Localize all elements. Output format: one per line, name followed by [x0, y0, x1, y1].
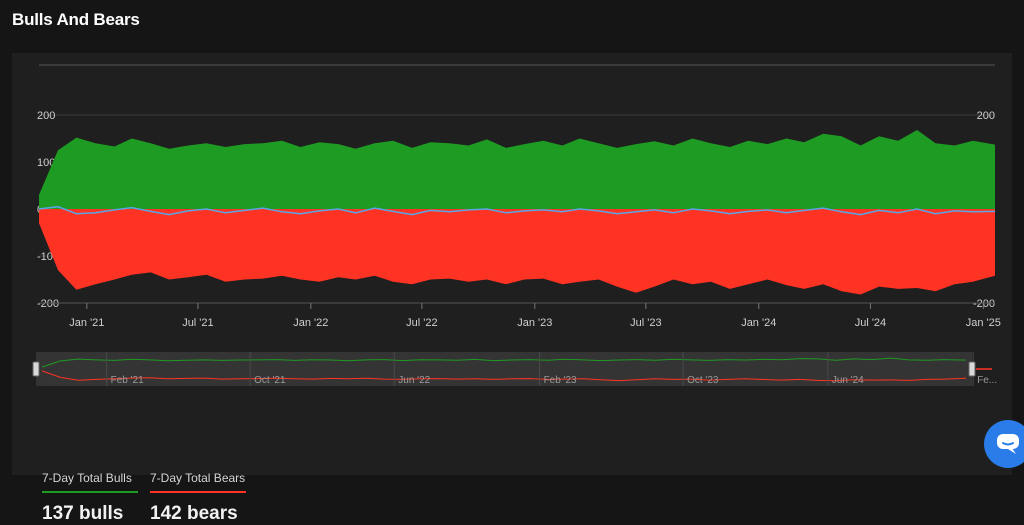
- x-tick-label: Jan '23: [517, 317, 552, 329]
- bears-stat: 7-Day Total Bears 142 bears: [150, 469, 246, 525]
- x-tick-label: Jul '21: [182, 317, 213, 329]
- bulls-stat: 7-Day Total Bulls 137 bulls: [42, 469, 138, 525]
- bulls-stat-value: 137 bulls: [42, 503, 124, 524]
- navigator-tick-label: Feb '23: [544, 375, 577, 386]
- navigator-tick-label: Oct '21: [254, 375, 286, 386]
- navigator-bears-line: [41, 370, 967, 382]
- chat-button[interactable]: [984, 420, 1024, 468]
- bears-stat-value: 142 bears: [150, 503, 238, 524]
- bulls-stat-label: 7-Day Total Bulls: [42, 471, 132, 485]
- x-tick-label: Jan '24: [741, 317, 776, 329]
- chat-bubble-icon: [997, 434, 1019, 454]
- x-tick-label: Jul '24: [855, 317, 886, 329]
- x-tick-label: Jan '22: [293, 317, 328, 329]
- net-line: [38, 205, 996, 216]
- bears-area: [39, 209, 995, 295]
- x-tick-label: Jul '23: [630, 317, 661, 329]
- y-tick-label-left: 100: [37, 157, 55, 169]
- x-tick-label: Jan '25: [966, 317, 1001, 329]
- navigator-handle-left[interactable]: [32, 361, 40, 377]
- bulls-area: [39, 130, 995, 209]
- navigator-tick-label: Feb '21: [111, 375, 144, 386]
- y-tick-label-right: 200: [977, 110, 995, 122]
- navigator-handle-right[interactable]: [968, 361, 976, 377]
- navigator-tick-label: Jun '24: [832, 375, 864, 386]
- bulls-stat-underline: [42, 491, 138, 493]
- navigator-bulls-line: [41, 357, 967, 368]
- y-tick-label-right: -200: [973, 298, 995, 310]
- navigator-tick-label: Jun '22: [398, 375, 430, 386]
- bears-stat-label: 7-Day Total Bears: [150, 471, 246, 485]
- navigator-tick-label: Fe...: [977, 375, 997, 386]
- y-tick-label-left: 200: [37, 110, 55, 122]
- page-title: Bulls And Bears: [12, 10, 140, 29]
- x-tick-label: Jul '22: [406, 317, 437, 329]
- bears-stat-underline: [150, 491, 246, 493]
- navigator-tick-label: Oct '23: [687, 375, 719, 386]
- y-tick-label-left: -200: [37, 298, 59, 310]
- x-tick-label: Jan '21: [69, 317, 104, 329]
